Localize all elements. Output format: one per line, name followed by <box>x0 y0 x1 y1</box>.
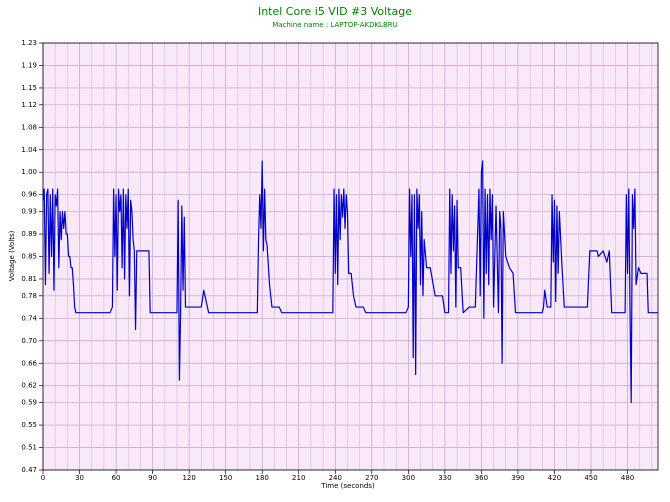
y-tick-label: 1.23 <box>21 39 37 47</box>
chart-subtitle: Machine name : LAPTOP-AKDKLBRU <box>272 21 398 29</box>
y-tick-label: 1.08 <box>21 123 37 131</box>
y-tick-label: 0.55 <box>21 421 37 429</box>
x-tick-label: 150 <box>219 474 232 482</box>
x-tick-label: 240 <box>329 474 342 482</box>
y-tick-label: 1.00 <box>21 168 37 176</box>
x-tick-label: 120 <box>182 474 195 482</box>
x-tick-label: 360 <box>475 474 488 482</box>
chart-title: Intel Core i5 VID #3 Voltage <box>258 5 412 18</box>
y-tick-label: 1.15 <box>21 84 37 92</box>
y-tick-label: 1.04 <box>21 146 37 154</box>
y-tick-label: 0.62 <box>21 382 37 390</box>
x-tick-label: 390 <box>511 474 524 482</box>
y-axis-label: Voltage (Volts) <box>8 230 16 281</box>
x-tick-label: 480 <box>621 474 634 482</box>
x-tick-label: 180 <box>256 474 269 482</box>
x-tick-label: 450 <box>584 474 597 482</box>
y-tick-label: 0.51 <box>21 444 37 452</box>
y-tick-label: 0.93 <box>21 208 37 216</box>
y-tick-label: 0.66 <box>21 359 37 367</box>
x-tick-label: 0 <box>41 474 45 482</box>
x-axis-label: Time (seconds) <box>320 482 375 490</box>
y-tick-label: 1.19 <box>21 61 37 69</box>
voltage-line <box>42 160 658 404</box>
x-tick-label: 90 <box>148 474 157 482</box>
y-tick-label: 0.96 <box>21 191 37 199</box>
plot-border <box>42 42 659 471</box>
y-tick-label: 0.74 <box>21 314 37 322</box>
y-tick-label: 0.81 <box>21 275 37 283</box>
x-tick-label: 300 <box>402 474 415 482</box>
y-tick-label: 0.89 <box>21 230 37 238</box>
y-tick-label: 1.12 <box>21 101 37 109</box>
x-tick-label: 270 <box>365 474 378 482</box>
x-tick-label: 30 <box>75 474 84 482</box>
x-tick-label: 330 <box>438 474 451 482</box>
y-tick-label: 0.47 <box>21 466 37 474</box>
x-tick-label: 210 <box>292 474 305 482</box>
y-tick-label: 0.85 <box>21 253 37 261</box>
x-tick-label: 60 <box>112 474 121 482</box>
y-tick-label: 0.70 <box>21 337 37 345</box>
y-tick-label: 0.78 <box>21 292 37 300</box>
x-tick-label: 420 <box>548 474 561 482</box>
y-tick-label: 0.59 <box>21 399 37 407</box>
